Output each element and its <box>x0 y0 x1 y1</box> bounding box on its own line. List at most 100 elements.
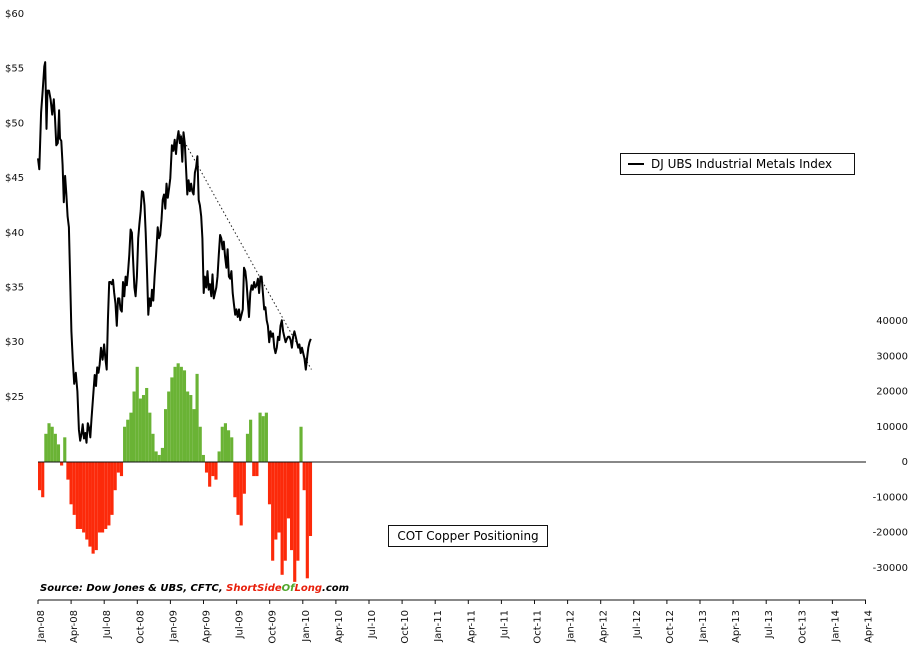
cot-bar <box>249 419 253 462</box>
cot-bar <box>299 426 303 462</box>
x-tick-label: Apr-11 <box>466 610 477 643</box>
metals-index-polyline <box>37 61 312 444</box>
cot-bar <box>41 462 45 498</box>
left-tick-label: $40 <box>5 228 24 239</box>
x-tick-label: Oct-10 <box>400 610 411 644</box>
x-tick-label: Jul-11 <box>499 610 510 639</box>
right-tick-label: -30000 <box>873 563 908 574</box>
cot-bar <box>78 462 83 529</box>
cot-bar <box>302 462 306 491</box>
cot-bar <box>252 462 256 477</box>
cot-bar <box>50 426 54 462</box>
cot-bar <box>271 462 275 561</box>
x-tick-label: Jul-13 <box>764 610 775 639</box>
cot-bar <box>145 387 149 462</box>
cot-bar <box>69 462 73 505</box>
x-axis: Jan-08 Apr-08 Jul-08 Oct-08 Jan-09 Apr-09 Jul-… <box>36 599 875 644</box>
cot-bar <box>293 462 297 582</box>
left-tick-label: $30 <box>5 337 24 348</box>
cot-bar <box>280 462 284 575</box>
x-tick-label: Jul-09 <box>235 610 246 639</box>
x-tick-label: Jan-12 <box>566 610 577 643</box>
cot-bar <box>214 462 218 480</box>
cot-bar <box>101 462 105 533</box>
cot-annotation: COT Copper Positioning <box>388 525 548 547</box>
right-axis-ticks: -30000 -20000 -10000 0 10000 20000 30000 40000 <box>873 316 908 574</box>
cot-bar <box>97 462 101 533</box>
cot-bar <box>119 462 124 477</box>
cot-bar <box>255 462 259 477</box>
cot-bar <box>148 412 152 462</box>
cot-bar <box>223 423 227 462</box>
cot-bar <box>113 462 117 491</box>
cot-bar <box>151 433 155 462</box>
cot-bar <box>186 391 190 462</box>
cot-bar <box>126 419 130 462</box>
x-tick-label: Jan-08 <box>36 610 47 643</box>
cot-bar <box>164 409 168 462</box>
cot-bar <box>305 462 309 579</box>
cot-bar <box>179 366 183 462</box>
source-suffix: .com <box>322 583 350 594</box>
right-tick-label: 0 <box>902 457 908 468</box>
cot-bar <box>60 462 64 466</box>
x-tick-label: Jan-10 <box>301 610 312 643</box>
left-axis-ticks: $25 $30 $35 $40 $45 $50 $55 $60 <box>5 9 24 403</box>
trendline <box>178 130 312 370</box>
cot-bar <box>286 462 290 519</box>
cot-bar <box>308 462 313 537</box>
cot-bar <box>110 462 114 515</box>
cot-bar <box>198 426 202 462</box>
brand-part1: ShortSide <box>226 583 282 594</box>
cot-bar <box>170 377 174 462</box>
x-tick-label: Oct-12 <box>665 610 676 644</box>
cot-bar <box>44 433 48 462</box>
legend-swatch <box>628 163 644 165</box>
left-tick-label: $35 <box>5 283 24 294</box>
cot-bar <box>233 462 237 498</box>
cot-bar <box>104 462 108 529</box>
left-tick-label: $55 <box>5 64 24 75</box>
cot-bar <box>264 412 268 462</box>
x-tick-label: Apr-14 <box>864 610 875 643</box>
x-tick-label: Oct-11 <box>533 610 544 644</box>
x-tick-label: Jan-13 <box>698 610 709 643</box>
cot-bar <box>176 363 180 462</box>
right-tick-label: 20000 <box>876 387 908 398</box>
cot-bar <box>290 462 294 551</box>
cot-bar <box>141 395 146 462</box>
cot-bar <box>135 366 139 462</box>
cot-bar <box>283 462 287 561</box>
x-tick-label: Jul-08 <box>102 610 113 639</box>
x-tick-label: Jul-10 <box>367 610 378 639</box>
x-tick-label: Jan-11 <box>433 610 444 643</box>
cot-bar <box>201 454 205 462</box>
cot-bar <box>66 462 70 480</box>
cot-annotation-label: COT Copper Positioning <box>397 529 539 543</box>
cot-bar <box>242 462 246 494</box>
cot-bar <box>258 412 262 462</box>
cot-bar <box>296 462 300 561</box>
cot-bar <box>236 462 240 515</box>
cot-bar <box>274 462 278 540</box>
left-tick-label: $50 <box>5 118 24 129</box>
cot-bar <box>204 462 209 473</box>
cot-bar <box>277 462 281 533</box>
cot-bar <box>261 416 265 462</box>
legend: DJ UBS Industrial Metals Index <box>620 153 855 175</box>
right-tick-label: -10000 <box>873 492 908 503</box>
x-tick-label: Oct-09 <box>268 610 279 644</box>
legend-label: DJ UBS Industrial Metals Index <box>651 157 833 171</box>
cot-bar <box>72 462 76 515</box>
x-tick-label: Apr-08 <box>69 610 80 643</box>
cot-bar <box>245 433 250 462</box>
cot-bar <box>220 426 224 462</box>
metals-index-line <box>37 61 312 444</box>
source-note: Source: Dow Jones & UBS, CFTC, ShortSide… <box>40 583 349 594</box>
cot-bar <box>173 366 177 462</box>
x-tick-label: Jan-14 <box>830 610 841 643</box>
right-tick-label: 30000 <box>876 351 908 362</box>
cot-bar <box>138 398 142 462</box>
x-tick-label: Jul-12 <box>632 610 643 639</box>
